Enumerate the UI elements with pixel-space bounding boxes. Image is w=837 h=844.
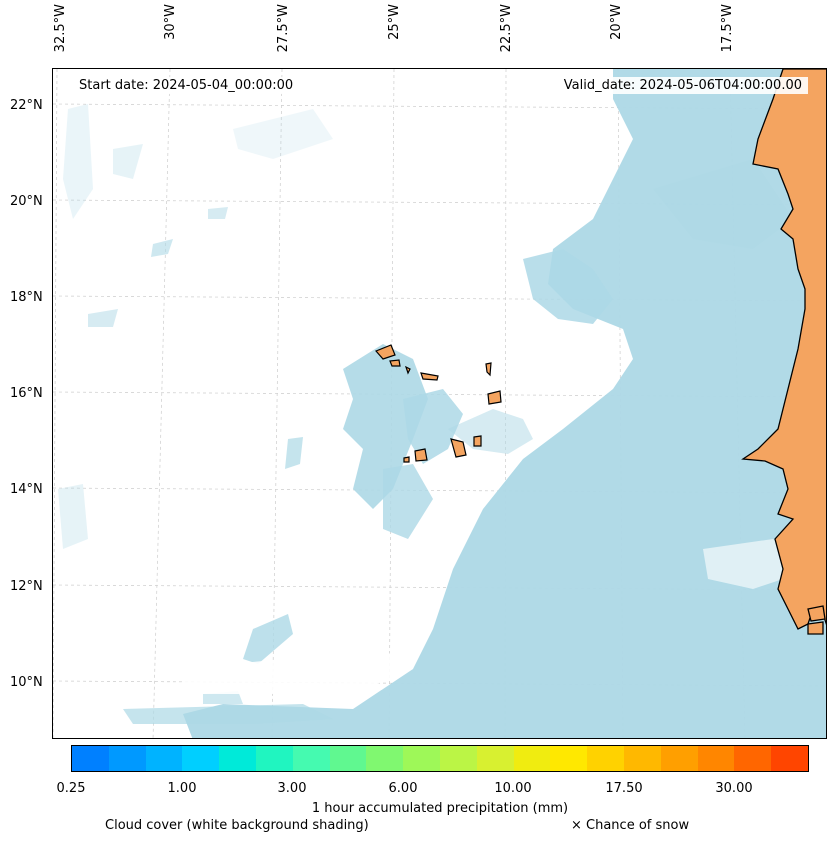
colorbar-swatch-15 [623,746,661,771]
cape-verde-islands [374,344,502,463]
colorbar-swatch-11 [476,746,514,771]
lon-label-17-5w: 17.5°W [720,4,735,53]
lat-label-22n: 22°N [10,98,43,113]
precipitation-colorbar [71,745,809,772]
colorbar-label: 1 hour accumulated precipitation (mm) [311,801,569,816]
lon-label-27-5w: 27.5°W [276,4,291,53]
colorbar-swatch-3 [182,746,220,771]
colorbar-swatch-9 [403,746,440,771]
colorbar-swatch-1 [108,746,146,771]
colorbar-swatch-0 [72,746,109,771]
lat-label-18n: 18°N [10,290,43,305]
colorbar-swatch-2 [145,746,183,771]
colorbar-swatch-5 [255,746,293,771]
colorbar-swatch-18 [734,746,772,771]
map-panel[interactable]: Start date: 2024-05-04_00:00:00 Valid_da… [52,68,827,739]
lon-label-25w: 25°W [387,4,402,40]
colorbar-tick: 3.00 [277,781,307,796]
colorbar-swatch-7 [329,746,367,771]
africa-land [741,69,826,635]
map-canvas [53,69,826,738]
lat-label-12n: 12°N [10,579,43,594]
colorbar-tick: 6.00 [388,781,418,796]
colorbar-tick: 1.00 [167,781,197,796]
valid-date-label: Valid_date: 2024-05-06T04:00:00.00 [557,77,808,94]
colorbar-swatch-12 [513,746,551,771]
colorbar-swatch-13 [550,746,588,771]
colorbar-swatch-6 [292,746,330,771]
cloud-cover-shading [58,69,826,738]
lon-label-32-5w: 32.5°W [53,4,68,53]
lon-label-30w: 30°W [163,4,178,40]
colorbar-swatch-14 [587,746,624,771]
cloud-cover-note: Cloud cover (white background shading) [105,818,369,833]
colorbar-swatch-16 [660,746,698,771]
colorbar-tick: 30.00 [715,781,753,796]
lat-label-20n: 20°N [10,194,43,209]
colorbar-swatch-8 [366,746,404,771]
colorbar-swatch-19 [771,746,808,771]
lat-label-14n: 14°N [10,482,43,497]
colorbar-swatch-17 [697,746,735,771]
colorbar-tick: 17.50 [605,781,643,796]
colorbar-tick: 0.25 [56,781,86,796]
lon-label-20w: 20°W [609,4,624,40]
lat-label-16n: 16°N [10,386,43,401]
lat-label-10n: 10°N [10,675,43,690]
colorbar-tick: 10.00 [494,781,532,796]
start-date-label: Start date: 2024-05-04_00:00:00 [73,77,300,94]
snow-chance-note: × Chance of snow [571,818,690,833]
colorbar-swatch-10 [439,746,477,771]
lon-label-22-5w: 22.5°W [499,4,514,53]
colorbar-swatch-4 [219,746,256,771]
